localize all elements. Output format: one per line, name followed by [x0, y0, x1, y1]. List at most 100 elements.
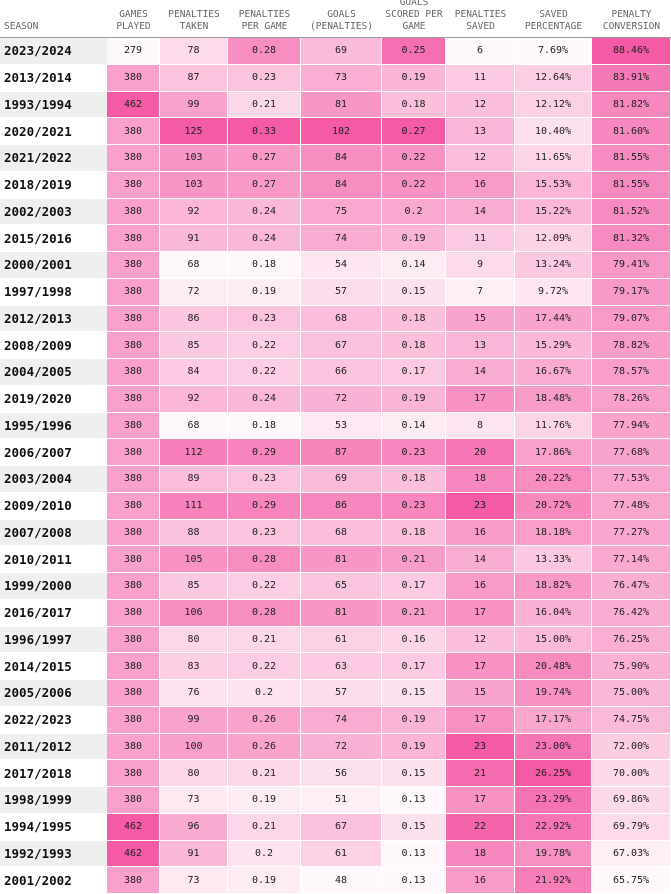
value-cell: 80: [160, 760, 228, 787]
season-cell: 2002/2003: [0, 198, 107, 226]
value-cell: 69.86%: [592, 787, 671, 814]
value-cell: 380: [107, 118, 160, 145]
value-cell: 0.23: [228, 466, 301, 493]
value-cell: 279: [107, 38, 160, 65]
value-cell: 380: [107, 145, 160, 172]
value-cell: 103: [160, 171, 228, 199]
value-cell: 0.18: [382, 332, 446, 359]
value-cell: 68: [301, 305, 382, 333]
value-cell: 0.26: [228, 733, 301, 761]
value-cell: 88.46%: [592, 38, 671, 65]
value-cell: 81.55%: [592, 145, 671, 172]
value-cell: 13.24%: [515, 252, 592, 279]
season-cell: 2020/2021: [0, 118, 107, 145]
value-cell: 380: [107, 573, 160, 600]
value-cell: 380: [107, 439, 160, 466]
value-cell: 85: [160, 332, 228, 359]
season-cell: 1994/1995: [0, 813, 107, 841]
value-cell: 13: [446, 332, 515, 359]
value-cell: 0.23: [382, 492, 446, 520]
value-cell: 0.27: [382, 118, 446, 145]
value-cell: 21: [446, 760, 515, 787]
value-cell: 67: [301, 332, 382, 359]
value-cell: 48: [301, 867, 382, 894]
value-cell: 84: [301, 171, 382, 199]
value-cell: 78.82%: [592, 332, 671, 359]
value-cell: 12.09%: [515, 225, 592, 252]
value-cell: 0.21: [382, 546, 446, 573]
value-cell: 462: [107, 840, 160, 868]
value-cell: 15: [446, 680, 515, 707]
value-cell: 57: [301, 278, 382, 306]
value-cell: 7.69%: [515, 38, 592, 65]
value-cell: 26.25%: [515, 760, 592, 787]
season-cell: 2000/2001: [0, 252, 107, 279]
value-cell: 462: [107, 91, 160, 119]
value-cell: 23: [446, 492, 515, 520]
value-cell: 17: [446, 385, 515, 413]
value-cell: 0.28: [228, 599, 301, 627]
value-cell: 380: [107, 332, 160, 359]
column-header: GAMES PLAYED: [107, 0, 160, 38]
value-cell: 0.18: [382, 519, 446, 547]
value-cell: 380: [107, 466, 160, 493]
value-cell: 12.64%: [515, 64, 592, 92]
value-cell: 380: [107, 706, 160, 734]
value-cell: 0.21: [382, 599, 446, 627]
value-cell: 0.2: [228, 840, 301, 868]
value-cell: 10.40%: [515, 118, 592, 145]
column-header: SEASON: [0, 0, 107, 38]
value-cell: 73: [301, 64, 382, 92]
value-cell: 12: [446, 626, 515, 654]
value-cell: 380: [107, 680, 160, 707]
value-cell: 0.13: [382, 867, 446, 894]
value-cell: 74: [301, 706, 382, 734]
season-cell: 2018/2019: [0, 171, 107, 199]
season-cell: 2021/2022: [0, 145, 107, 172]
value-cell: 20.48%: [515, 653, 592, 680]
season-cell: 2015/2016: [0, 225, 107, 252]
value-cell: 14: [446, 359, 515, 386]
value-cell: 17: [446, 706, 515, 734]
value-cell: 54: [301, 252, 382, 279]
value-cell: 79.17%: [592, 278, 671, 306]
value-cell: 15.29%: [515, 332, 592, 359]
value-cell: 0.22: [228, 359, 301, 386]
value-cell: 0.22: [228, 573, 301, 600]
value-cell: 0.22: [382, 145, 446, 172]
value-cell: 380: [107, 359, 160, 386]
value-cell: 65.75%: [592, 867, 671, 894]
value-cell: 0.17: [382, 653, 446, 680]
value-cell: 16: [446, 171, 515, 199]
value-cell: 0.18: [382, 91, 446, 119]
value-cell: 18.18%: [515, 519, 592, 547]
value-cell: 11.65%: [515, 145, 592, 172]
value-cell: 63: [301, 653, 382, 680]
value-cell: 16: [446, 519, 515, 547]
value-cell: 112: [160, 439, 228, 466]
value-cell: 77.53%: [592, 466, 671, 493]
season-cell: 2012/2013: [0, 305, 107, 333]
value-cell: 70.00%: [592, 760, 671, 787]
value-cell: 380: [107, 492, 160, 520]
value-cell: 0.16: [382, 626, 446, 654]
value-cell: 75.00%: [592, 680, 671, 707]
value-cell: 81: [301, 91, 382, 119]
value-cell: 72.00%: [592, 733, 671, 761]
value-cell: 61: [301, 626, 382, 654]
value-cell: 0.21: [228, 91, 301, 119]
value-cell: 69: [301, 466, 382, 493]
value-cell: 15.00%: [515, 626, 592, 654]
value-cell: 0.15: [382, 278, 446, 306]
value-cell: 9: [446, 252, 515, 279]
column-header: PENALTIES PER GAME: [228, 0, 301, 38]
value-cell: 61: [301, 840, 382, 868]
value-cell: 17: [446, 599, 515, 627]
value-cell: 0.21: [228, 813, 301, 841]
value-cell: 380: [107, 278, 160, 306]
value-cell: 91: [160, 225, 228, 252]
value-cell: 78: [160, 38, 228, 65]
value-cell: 0.19: [228, 278, 301, 306]
value-cell: 17: [446, 653, 515, 680]
